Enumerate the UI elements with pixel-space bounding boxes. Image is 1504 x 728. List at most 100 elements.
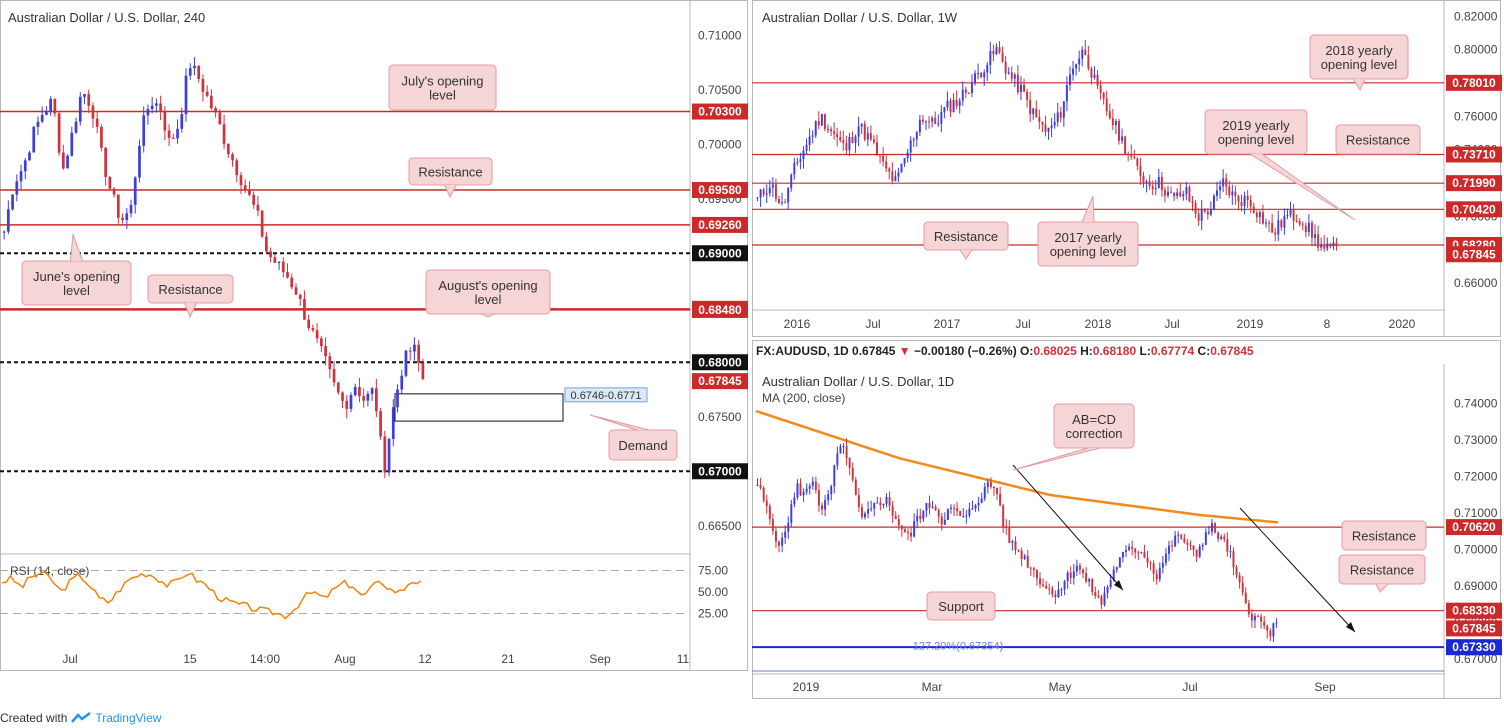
candle xyxy=(839,137,842,141)
candle xyxy=(1158,567,1161,580)
candle xyxy=(1283,216,1286,228)
candle xyxy=(1082,569,1085,574)
candle xyxy=(882,155,885,162)
candle xyxy=(977,73,980,75)
candle xyxy=(404,350,408,376)
w1-x-label: 2019 xyxy=(1237,317,1264,331)
candle xyxy=(958,100,961,106)
candle xyxy=(396,389,399,408)
d1-header-part: 0.67774 xyxy=(1151,344,1198,358)
rsi-tick-label: 25.00 xyxy=(698,607,728,621)
tradingview-logo-icon xyxy=(71,712,92,723)
candle xyxy=(1051,588,1054,595)
candle xyxy=(142,115,146,146)
w1-level-tag: 0.70420 xyxy=(1452,202,1496,216)
d1-callout-resistance-2: Resistance xyxy=(1338,554,1426,593)
candle xyxy=(116,194,120,218)
candle xyxy=(774,530,777,542)
candle xyxy=(830,486,833,495)
candle xyxy=(188,68,192,76)
candle xyxy=(163,111,167,131)
candle xyxy=(341,392,344,401)
footer-brand[interactable]: TradingView xyxy=(95,711,162,725)
candle xyxy=(218,112,222,125)
candle xyxy=(1268,222,1271,224)
candle xyxy=(265,236,268,252)
rsi-title: RSI (14, close) xyxy=(10,564,89,578)
candle xyxy=(857,126,860,137)
candle xyxy=(1078,58,1081,65)
w1-callout-resistance-1-text: Resistance xyxy=(1346,133,1410,148)
candle xyxy=(910,532,913,537)
candle xyxy=(226,143,230,155)
candle xyxy=(1265,222,1267,224)
candle xyxy=(1105,98,1108,112)
candle xyxy=(95,118,99,127)
candle xyxy=(362,396,366,401)
candle xyxy=(799,159,802,162)
candle xyxy=(193,65,196,69)
d1-header-line: FX:AUDUSD, 1D 0.67845 ▼ −0.00180 (−0.26%… xyxy=(756,344,1254,358)
candle xyxy=(888,168,891,172)
candle xyxy=(1217,532,1220,539)
w1-callout-2019-open-pointer xyxy=(1249,153,1356,221)
h4-callout-resistance-1-pointer xyxy=(444,184,457,199)
candle xyxy=(977,502,980,506)
h4-level-tag-bg xyxy=(692,182,748,199)
w1-level-tag-bg xyxy=(1446,74,1502,91)
panel-h4: Australian Dollar / U.S. Dollar, 240 0.71… xyxy=(0,0,748,671)
candle xyxy=(1100,596,1103,605)
w1-callout-resistance-1-box xyxy=(1335,124,1421,155)
candle xyxy=(74,121,78,133)
candle xyxy=(260,210,264,237)
h4-level-tag-bg xyxy=(692,301,748,318)
candle xyxy=(996,487,999,494)
w1-x-label: 2020 xyxy=(1389,317,1416,331)
candle xyxy=(934,506,937,511)
candle xyxy=(1065,84,1068,102)
candle xyxy=(756,197,759,199)
candle xyxy=(992,50,995,55)
candle xyxy=(943,519,946,525)
candle xyxy=(983,72,986,78)
d1-x-label: May xyxy=(1049,680,1072,694)
candle xyxy=(387,438,391,473)
candle xyxy=(940,111,943,124)
candle xyxy=(805,488,808,492)
candle xyxy=(980,73,983,78)
candle xyxy=(1099,85,1102,93)
candle xyxy=(1168,545,1170,554)
candle xyxy=(379,411,382,437)
candle xyxy=(1317,234,1320,248)
candle xyxy=(413,344,416,352)
candle xyxy=(400,375,404,390)
w1-callout-2018-open-text: 2018 yearly xyxy=(1325,43,1393,58)
candle xyxy=(214,108,217,113)
candle xyxy=(1148,181,1151,187)
d1-callout-support: Support xyxy=(926,591,996,621)
h4-callout-resistance-2-pointer xyxy=(184,302,197,319)
candle xyxy=(184,75,188,115)
d1-level-tag-bg xyxy=(1446,519,1502,536)
candle xyxy=(252,194,256,205)
candle xyxy=(1029,99,1032,115)
candle xyxy=(290,277,294,288)
candle xyxy=(1258,212,1261,218)
candle xyxy=(1035,108,1038,118)
candle xyxy=(277,261,281,263)
h4-x-label: 14:00 xyxy=(250,652,280,666)
candle xyxy=(824,500,827,510)
candle xyxy=(1149,562,1152,564)
candle xyxy=(1044,124,1047,132)
candle xyxy=(1115,567,1118,570)
candle xyxy=(1160,176,1163,191)
candle xyxy=(1266,625,1269,631)
w1-last-price-bg xyxy=(1446,246,1502,263)
w1-callout-resistance-2: Resistance xyxy=(923,221,1009,260)
candle xyxy=(768,506,771,520)
candle xyxy=(1026,555,1029,568)
candle xyxy=(811,481,814,486)
candle xyxy=(1173,192,1176,197)
candle xyxy=(1277,220,1280,235)
